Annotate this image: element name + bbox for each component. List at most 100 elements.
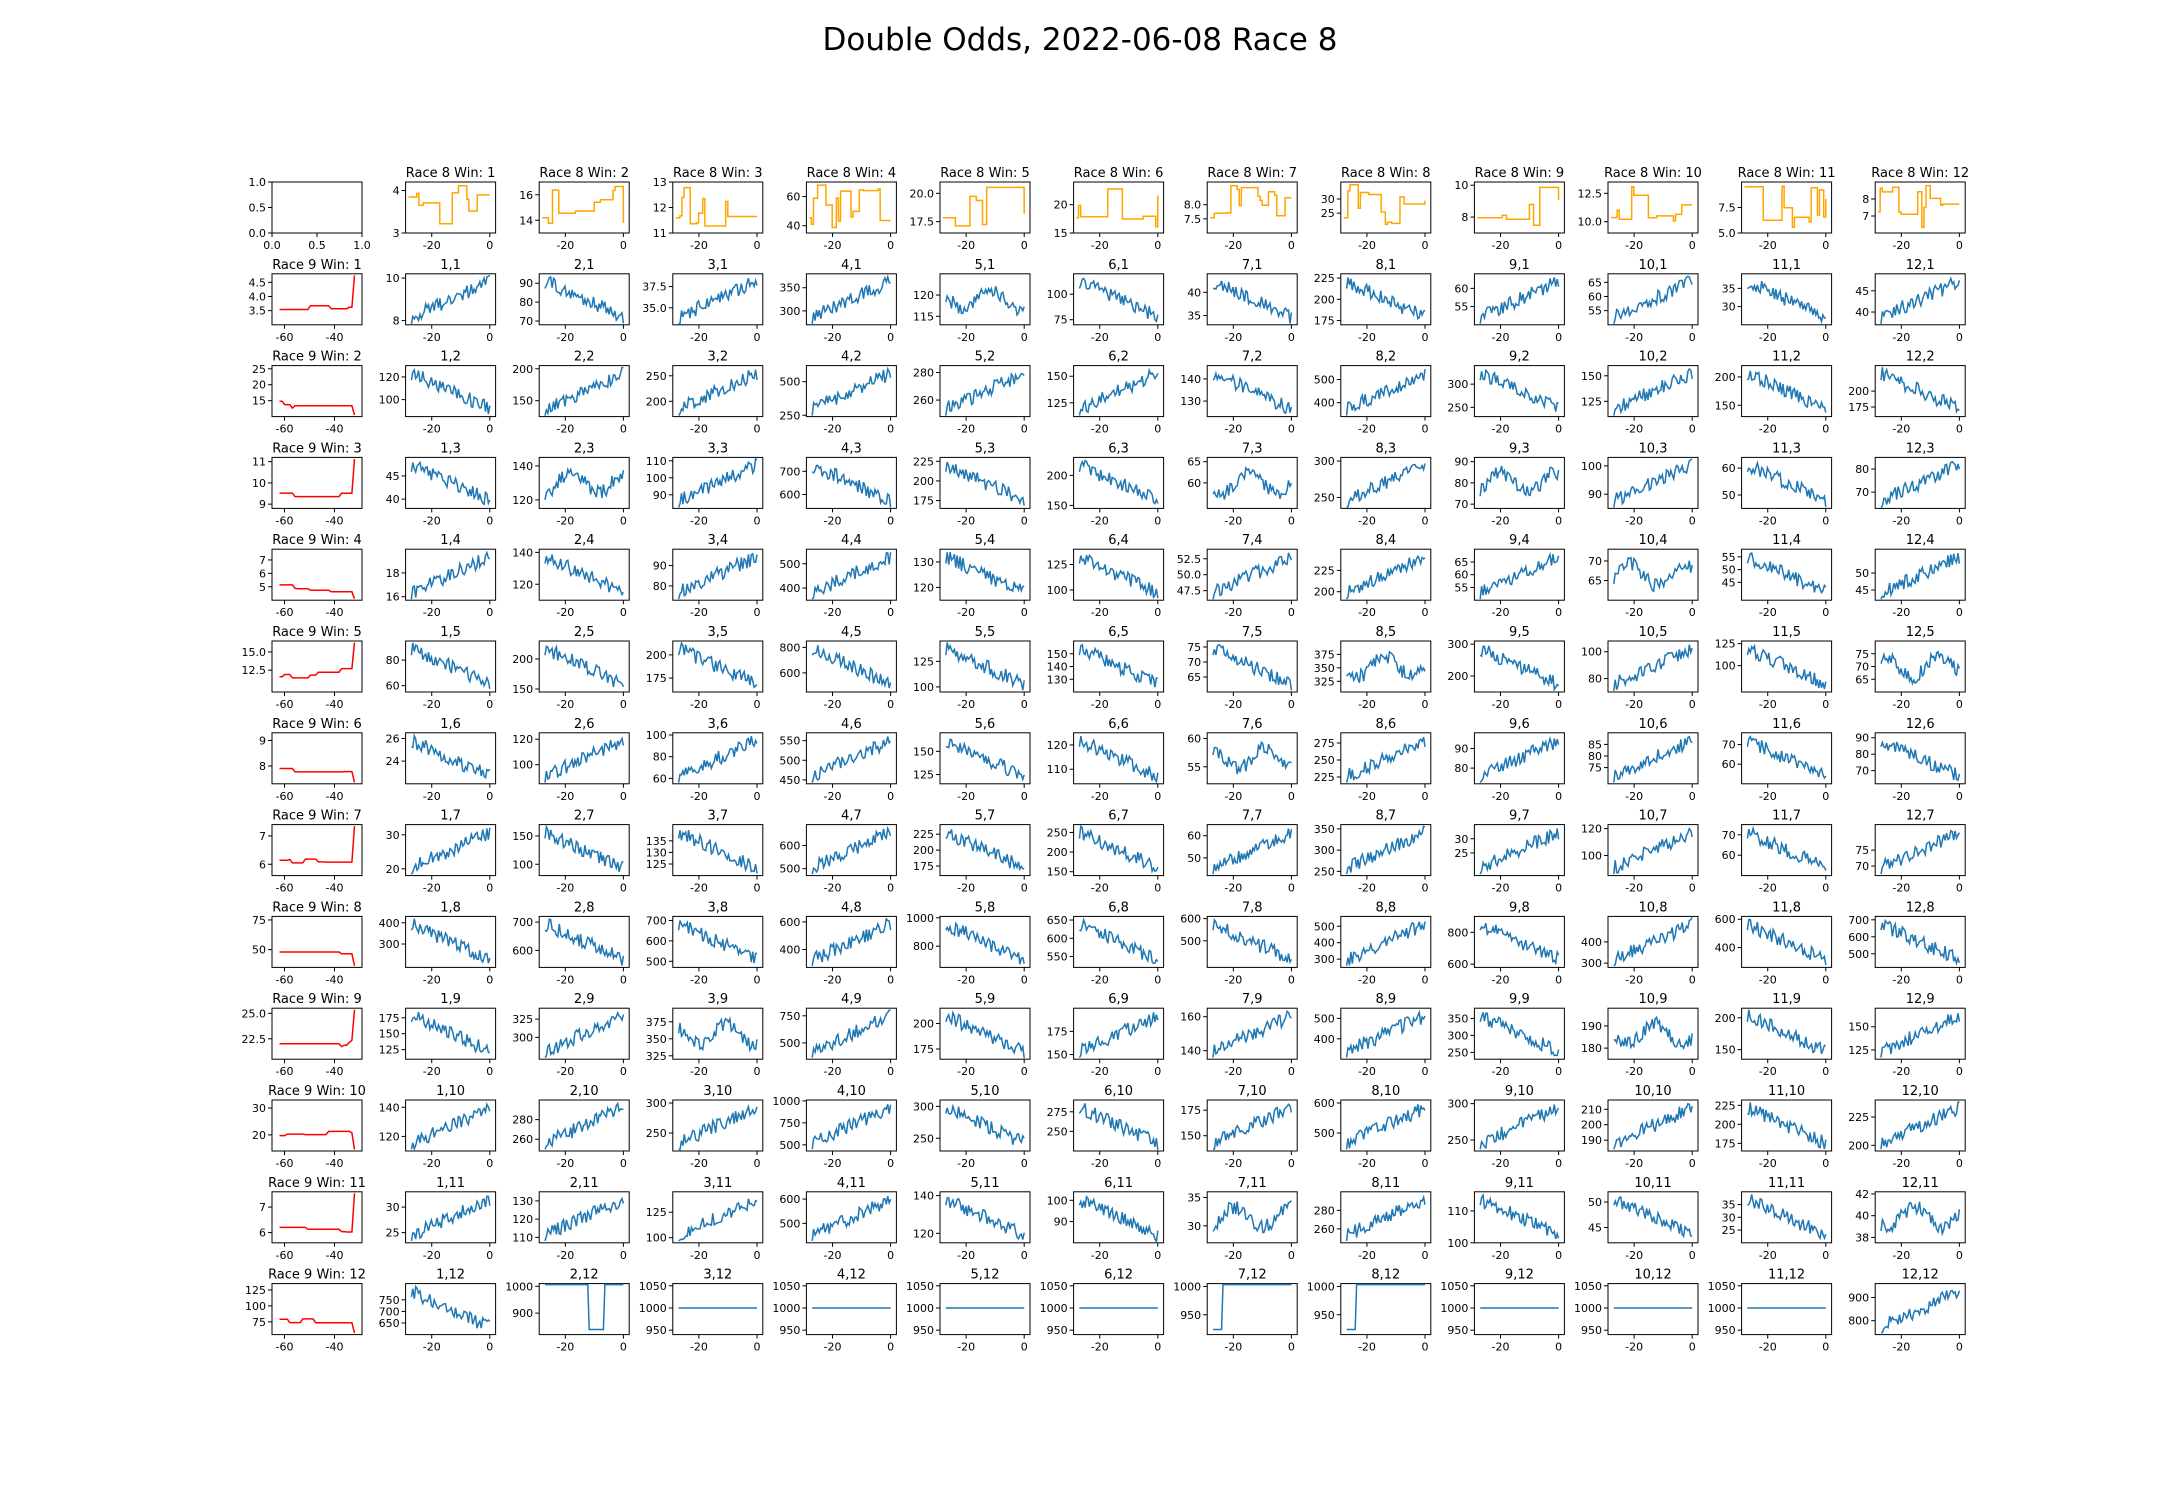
subplot-title: 4,1 — [841, 258, 862, 273]
subplot-title: 1,5 — [440, 625, 461, 640]
y-tick-label: 250 — [1314, 491, 1335, 504]
pair-panel: 4,8 400 600 -20 0 — [779, 900, 897, 986]
axes-frame — [672, 548, 764, 601]
y-tick-label: 110 — [1047, 763, 1068, 776]
x-tick-label: 0 — [1421, 1341, 1428, 1354]
series-line — [1079, 917, 1159, 965]
y-tick-label: 35 — [1722, 1199, 1736, 1212]
y-tick-label: 120 — [512, 494, 533, 507]
series-line — [1613, 827, 1693, 875]
race9-panel: Race 9 Win: 7 6 7 -60 -40 — [259, 809, 363, 895]
subplot-title: 5,2 — [975, 350, 996, 365]
axes-frame — [672, 915, 764, 968]
series-line — [544, 1101, 624, 1150]
race9-panel: Race 9 Win: 2 15 20 25 -60 -40 — [252, 350, 363, 436]
x-tick-label: 0 — [486, 606, 493, 619]
y-tick-label: 250 — [646, 1127, 667, 1140]
pair-panel: 12,9 125 150 -20 0 — [1848, 992, 1966, 1078]
y-tick-label: 300 — [779, 305, 800, 318]
y-tick-label: 500 — [779, 558, 800, 571]
y-tick-label: 150 — [512, 683, 533, 696]
series-line — [1479, 277, 1560, 324]
series-line — [945, 1103, 1025, 1145]
subplot-title: Race 9 Win: 1 — [272, 258, 362, 273]
y-tick-label: 950 — [646, 1324, 667, 1337]
y-tick-label: 175 — [379, 1012, 400, 1025]
x-tick-label: -20 — [1759, 882, 1777, 895]
subplot-title: 1,4 — [440, 533, 461, 548]
y-tick-label: 200 — [1848, 1139, 1869, 1152]
series-line — [811, 736, 892, 783]
series-line — [1613, 556, 1693, 593]
x-tick-label: -20 — [1091, 973, 1109, 986]
series-line — [1613, 1015, 1693, 1050]
x-tick-label: -40 — [326, 698, 344, 711]
subplot-title: 6,1 — [1108, 258, 1129, 273]
subplot-title: 5,12 — [971, 1268, 1000, 1283]
y-tick-label: 75 — [1054, 314, 1068, 327]
subplot-title: Race 9 Win: 2 — [272, 350, 362, 365]
series-line — [544, 643, 625, 688]
pair-panel: 11,5 100 125 -20 0 — [1715, 625, 1833, 711]
pair-panel: 2,3 120 140 -20 0 — [512, 441, 630, 527]
x-tick-label: -60 — [276, 1341, 294, 1354]
x-tick-label: -20 — [957, 790, 975, 803]
axes-frame — [1340, 1007, 1432, 1060]
pair-panel: 4,11 500 600 -20 0 — [779, 1176, 897, 1262]
axes-frame — [805, 1283, 897, 1336]
x-tick-label: -20 — [423, 423, 441, 436]
y-tick-label: 100 — [1715, 660, 1736, 673]
x-tick-label: -20 — [690, 698, 708, 711]
y-tick-label: 12 — [653, 202, 667, 215]
subplot-title: 3,12 — [703, 1268, 732, 1283]
subplot-title: 11,4 — [1772, 533, 1801, 548]
subplot-title: Race 8 Win: 1 — [406, 166, 496, 181]
subplot-title: 9,2 — [1509, 350, 1530, 365]
x-tick-label: 0 — [1822, 1065, 1829, 1078]
axes-frame — [405, 640, 497, 693]
subplot-title: 8,7 — [1375, 809, 1396, 824]
y-tick-label: 325 — [646, 1050, 667, 1063]
axes-frame — [405, 1191, 497, 1244]
subplot-title: 8,12 — [1371, 1268, 1400, 1283]
axes-frame — [1206, 915, 1298, 968]
y-tick-label: 200 — [913, 1018, 934, 1031]
x-tick-label: 0 — [486, 1065, 493, 1078]
y-tick-label: 10 — [252, 477, 266, 490]
pair-panel: 3,12 950 1000 1050 -20 0 — [639, 1268, 764, 1354]
x-tick-label: 0 — [1288, 606, 1295, 619]
axes-frame — [672, 732, 764, 785]
x-tick-label: -20 — [1091, 1065, 1109, 1078]
series-line — [411, 733, 491, 780]
y-tick-label: 30 — [1454, 833, 1468, 846]
axes-frame — [1073, 456, 1165, 509]
x-tick-label: -20 — [1224, 423, 1242, 436]
series-line — [279, 1009, 356, 1048]
y-tick-label: 1050 — [906, 1280, 934, 1293]
x-tick-label: 0 — [887, 973, 894, 986]
series-line — [279, 951, 356, 967]
y-tick-label: 10 — [386, 272, 400, 285]
axes-frame — [805, 273, 897, 326]
axes-frame — [1741, 1283, 1833, 1336]
y-tick-label: 375 — [646, 1016, 667, 1029]
x-tick-label: 0 — [753, 1249, 760, 1262]
x-tick-label: -20 — [423, 1157, 441, 1170]
subplot-title: 7,2 — [1242, 350, 1263, 365]
subplot-title: 10,7 — [1639, 809, 1668, 824]
series-line — [410, 368, 491, 415]
subplot-title: 1,12 — [436, 1268, 465, 1283]
series-line — [408, 184, 490, 225]
pair-panel: 1,1 8 10 -20 0 — [386, 258, 497, 344]
y-tick-label: 25 — [1321, 207, 1335, 220]
x-tick-label: 0 — [1021, 790, 1028, 803]
x-tick-label: 0 — [1288, 698, 1295, 711]
x-tick-label: 0 — [1822, 882, 1829, 895]
axes-frame — [1607, 824, 1699, 877]
y-tick-label: 500 — [779, 1139, 800, 1152]
y-tick-label: 26 — [386, 732, 400, 745]
subplot-title: 6,7 — [1108, 809, 1129, 824]
axes-frame — [1340, 1099, 1432, 1152]
